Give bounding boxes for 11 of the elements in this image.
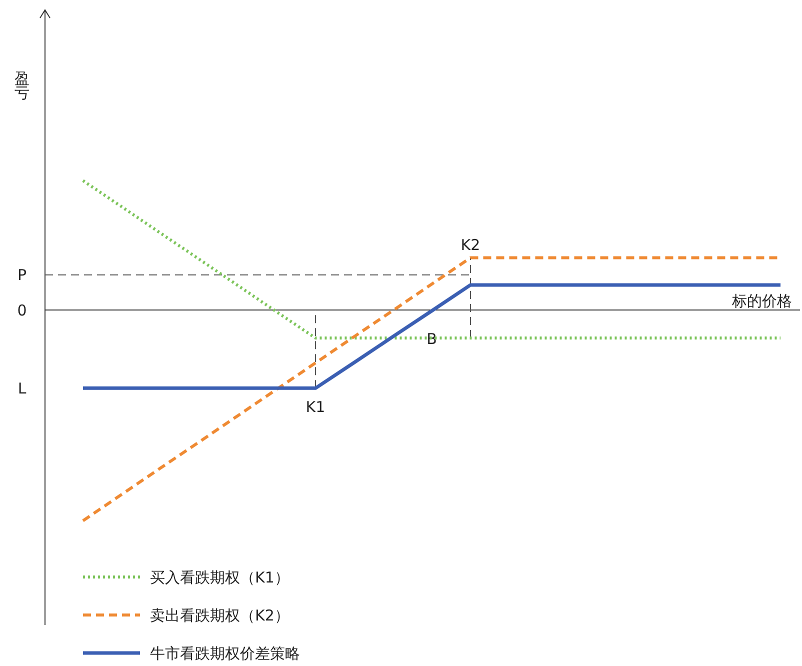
legend-label: 卖出看跌期权（K2） xyxy=(150,606,290,624)
text: 盈亏 xyxy=(14,69,30,102)
x-tick-label: K1 xyxy=(306,398,326,416)
text: 0 xyxy=(17,301,27,320)
text: L xyxy=(18,379,27,398)
x-tick-label: B xyxy=(426,330,437,348)
ref-line-label: P xyxy=(17,266,27,284)
x-axis-title: 标的价格 xyxy=(731,292,792,310)
x-tick-label: K2 xyxy=(460,236,480,254)
legend-label: 牛市看跌期权价差策略 xyxy=(150,644,300,662)
legend-label: 买入看跌期权（K1） xyxy=(150,568,290,586)
